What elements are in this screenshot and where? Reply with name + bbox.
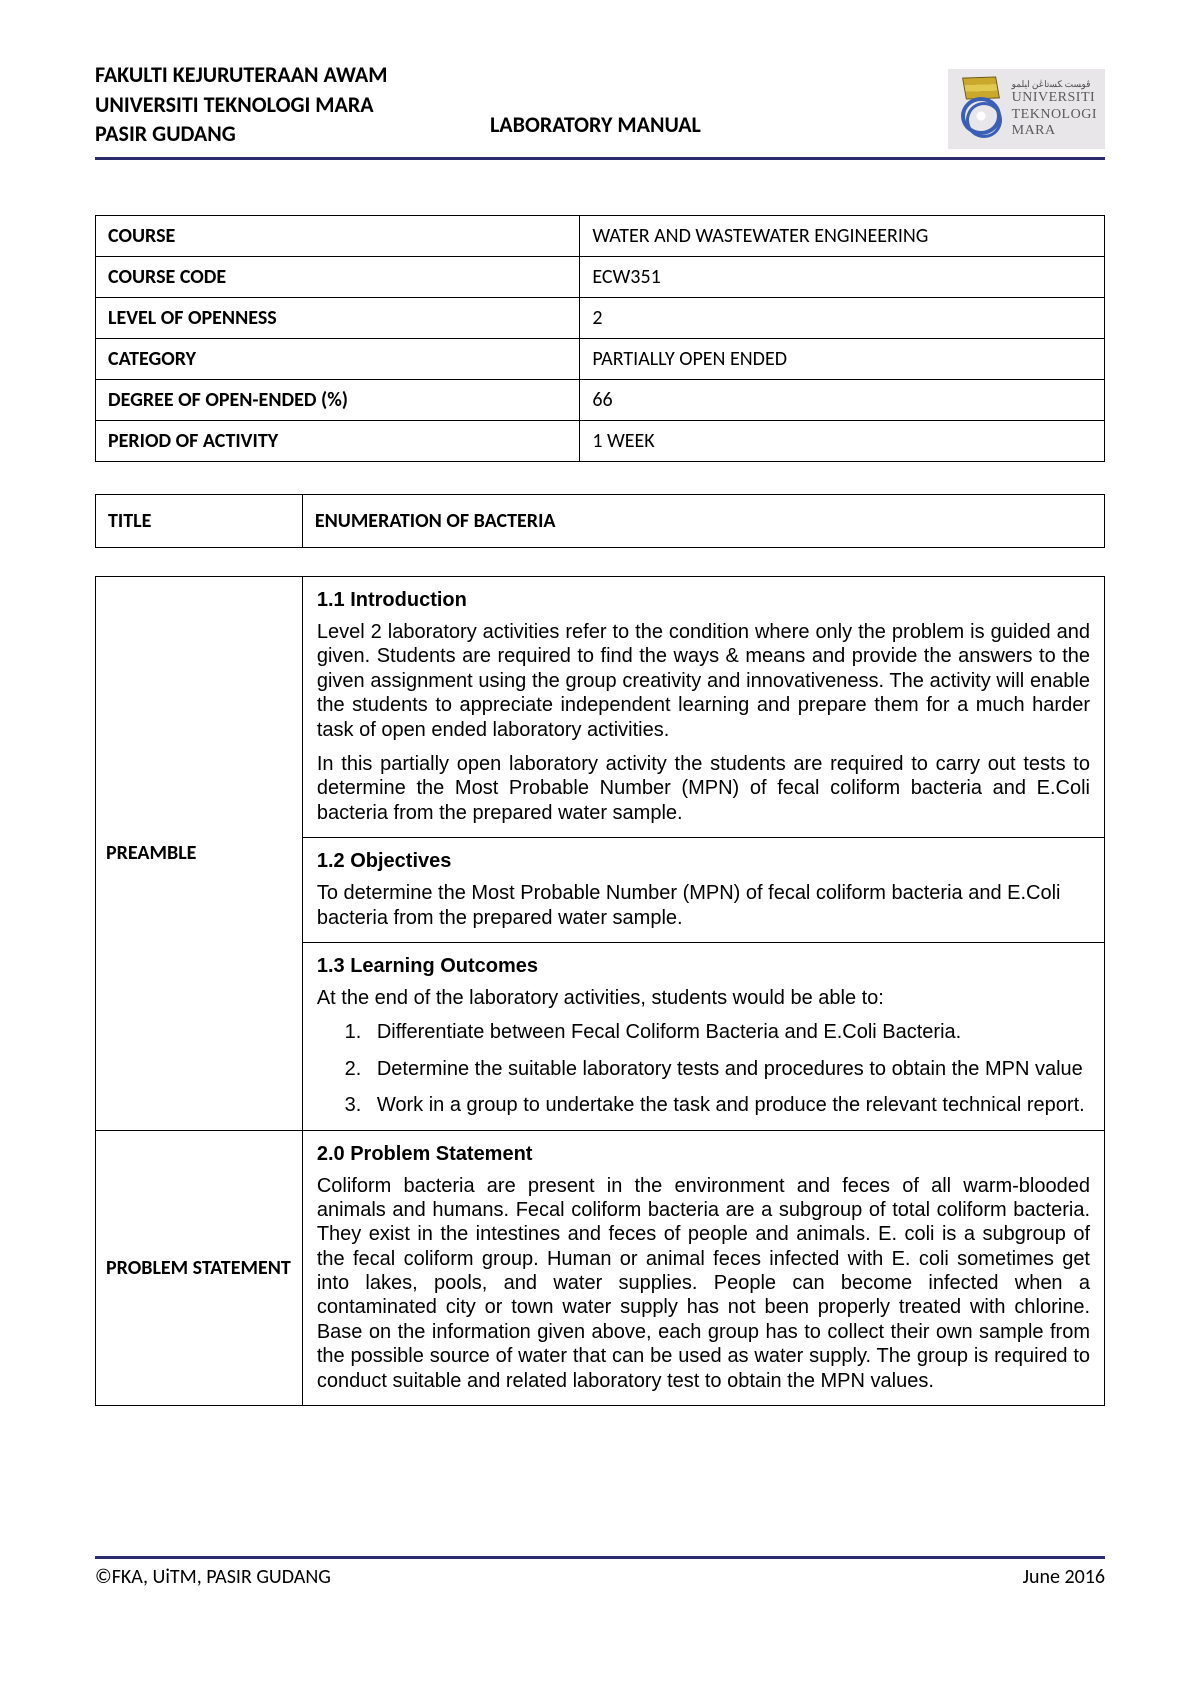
list-item: Work in a group to undertake the task an… (367, 1093, 1090, 1117)
preamble-label: PREAMBLE (96, 577, 303, 1130)
objectives-cell: 1.2 Objectives To determine the Most Pro… (303, 838, 1104, 943)
info-label: LEVEL OF OPENNESS (96, 298, 580, 339)
manual-title: LABORATORY MANUAL (490, 111, 701, 138)
introduction-para2: In this partially open laboratory activi… (317, 752, 1090, 825)
table-row: PERIOD OF ACTIVITY 1 WEEK (96, 421, 1105, 462)
objectives-para: To determine the Most Probable Number (M… (317, 881, 1090, 930)
logo-text-line1: UNIVERSITI (1012, 90, 1097, 106)
list-item: Determine the suitable laboratory tests … (367, 1057, 1090, 1081)
footer-left: ©FKA, UiTM, PASIR GUDANG (95, 1565, 331, 1589)
introduction-cell: 1.1 Introduction Level 2 laboratory acti… (303, 577, 1104, 838)
university-logo: ڤوﺴﺖ ﻜﺴﺗﺎڠن ﺍﻴﻠﻤﻮ UNIVERSITI TEKNOLOGI M… (948, 69, 1105, 149)
problem-para: Coliform bacteria are present in the env… (317, 1174, 1090, 1394)
info-value: WATER AND WASTEWATER ENGINEERING (580, 216, 1105, 257)
info-value: 1 WEEK (580, 421, 1105, 462)
table-row: LEVEL OF OPENNESS 2 (96, 298, 1105, 339)
preamble-row: PREAMBLE 1.1 Introduction Level 2 labora… (96, 577, 1105, 1130)
problem-heading: 2.0 Problem Statement (317, 1143, 1090, 1166)
logo-book-icon (962, 76, 1000, 99)
introduction-para1: Level 2 laboratory activities refer to t… (317, 620, 1090, 742)
info-label: COURSE CODE (96, 257, 580, 298)
header-left-block: FAKULTI KEJURUTERAAN AWAM UNIVERSITI TEK… (95, 60, 387, 149)
faculty-line: FAKULTI KEJURUTERAAN AWAM (95, 60, 387, 90)
footer-right: June 2016 (1023, 1565, 1105, 1589)
problem-label: PROBLEM STATEMENT (96, 1130, 303, 1406)
outcomes-cell: 1.3 Learning Outcomes At the end of the … (303, 942, 1104, 1129)
preamble-inner-table: 1.1 Introduction Level 2 laboratory acti… (303, 577, 1104, 1129)
info-label: CATEGORY (96, 339, 580, 380)
table-row: TITLE ENUMERATION OF BACTERIA (96, 495, 1105, 548)
preamble-content: 1.1 Introduction Level 2 laboratory acti… (302, 577, 1104, 1130)
outcomes-list: Differentiate between Fecal Coliform Bac… (317, 1020, 1090, 1117)
table-row: CATEGORY PARTIALLY OPEN ENDED (96, 339, 1105, 380)
course-info-table: COURSE WATER AND WASTEWATER ENGINEERING … (95, 215, 1105, 462)
title-table: TITLE ENUMERATION OF BACTERIA (95, 494, 1105, 548)
info-value: 2 (580, 298, 1105, 339)
objectives-heading: 1.2 Objectives (317, 850, 1090, 873)
logo-glyph-icon (956, 77, 1006, 142)
page: FAKULTI KEJURUTERAAN AWAM UNIVERSITI TEK… (0, 0, 1200, 1406)
problem-row: PROBLEM STATEMENT 2.0 Problem Statement … (96, 1130, 1105, 1406)
page-header: FAKULTI KEJURUTERAAN AWAM UNIVERSITI TEK… (95, 60, 1105, 160)
info-label: DEGREE OF OPEN-ENDED (%) (96, 380, 580, 421)
info-value: PARTIALLY OPEN ENDED (580, 339, 1105, 380)
title-value: ENUMERATION OF BACTERIA (302, 495, 1104, 548)
campus-line: PASIR GUDANG (95, 119, 387, 149)
table-row: DEGREE OF OPEN-ENDED (%) 66 (96, 380, 1105, 421)
info-label: COURSE (96, 216, 580, 257)
logo-text-block: ڤوﺴﺖ ﻜﺴﺗﺎڠن ﺍﻴﻠﻤﻮ UNIVERSITI TEKNOLOGI M… (1012, 79, 1097, 138)
logo-jawi-script: ڤوﺴﺖ ﻜﺴﺗﺎڠن ﺍﻴﻠﻤﻮ (1012, 79, 1097, 90)
page-footer: ©FKA, UiTM, PASIR GUDANG June 2016 (95, 1556, 1105, 1589)
introduction-heading: 1.1 Introduction (317, 589, 1090, 612)
problem-content: 2.0 Problem Statement Coliform bacteria … (302, 1130, 1104, 1406)
university-line: UNIVERSITI TEKNOLOGI MARA (95, 90, 387, 120)
logo-swirl-icon (961, 97, 1001, 135)
content-table: PREAMBLE 1.1 Introduction Level 2 labora… (95, 576, 1105, 1406)
list-item: Differentiate between Fecal Coliform Bac… (367, 1020, 1090, 1044)
table-row: COURSE CODE ECW351 (96, 257, 1105, 298)
logo-text-line3: MARA (1012, 123, 1097, 139)
info-label: PERIOD OF ACTIVITY (96, 421, 580, 462)
outcomes-intro: At the end of the laboratory activities,… (317, 986, 1090, 1010)
table-row: COURSE WATER AND WASTEWATER ENGINEERING (96, 216, 1105, 257)
info-value: ECW351 (580, 257, 1105, 298)
title-label: TITLE (96, 495, 303, 548)
outcomes-heading: 1.3 Learning Outcomes (317, 955, 1090, 978)
logo-text-line2: TEKNOLOGI (1012, 107, 1097, 123)
info-value: 66 (580, 380, 1105, 421)
